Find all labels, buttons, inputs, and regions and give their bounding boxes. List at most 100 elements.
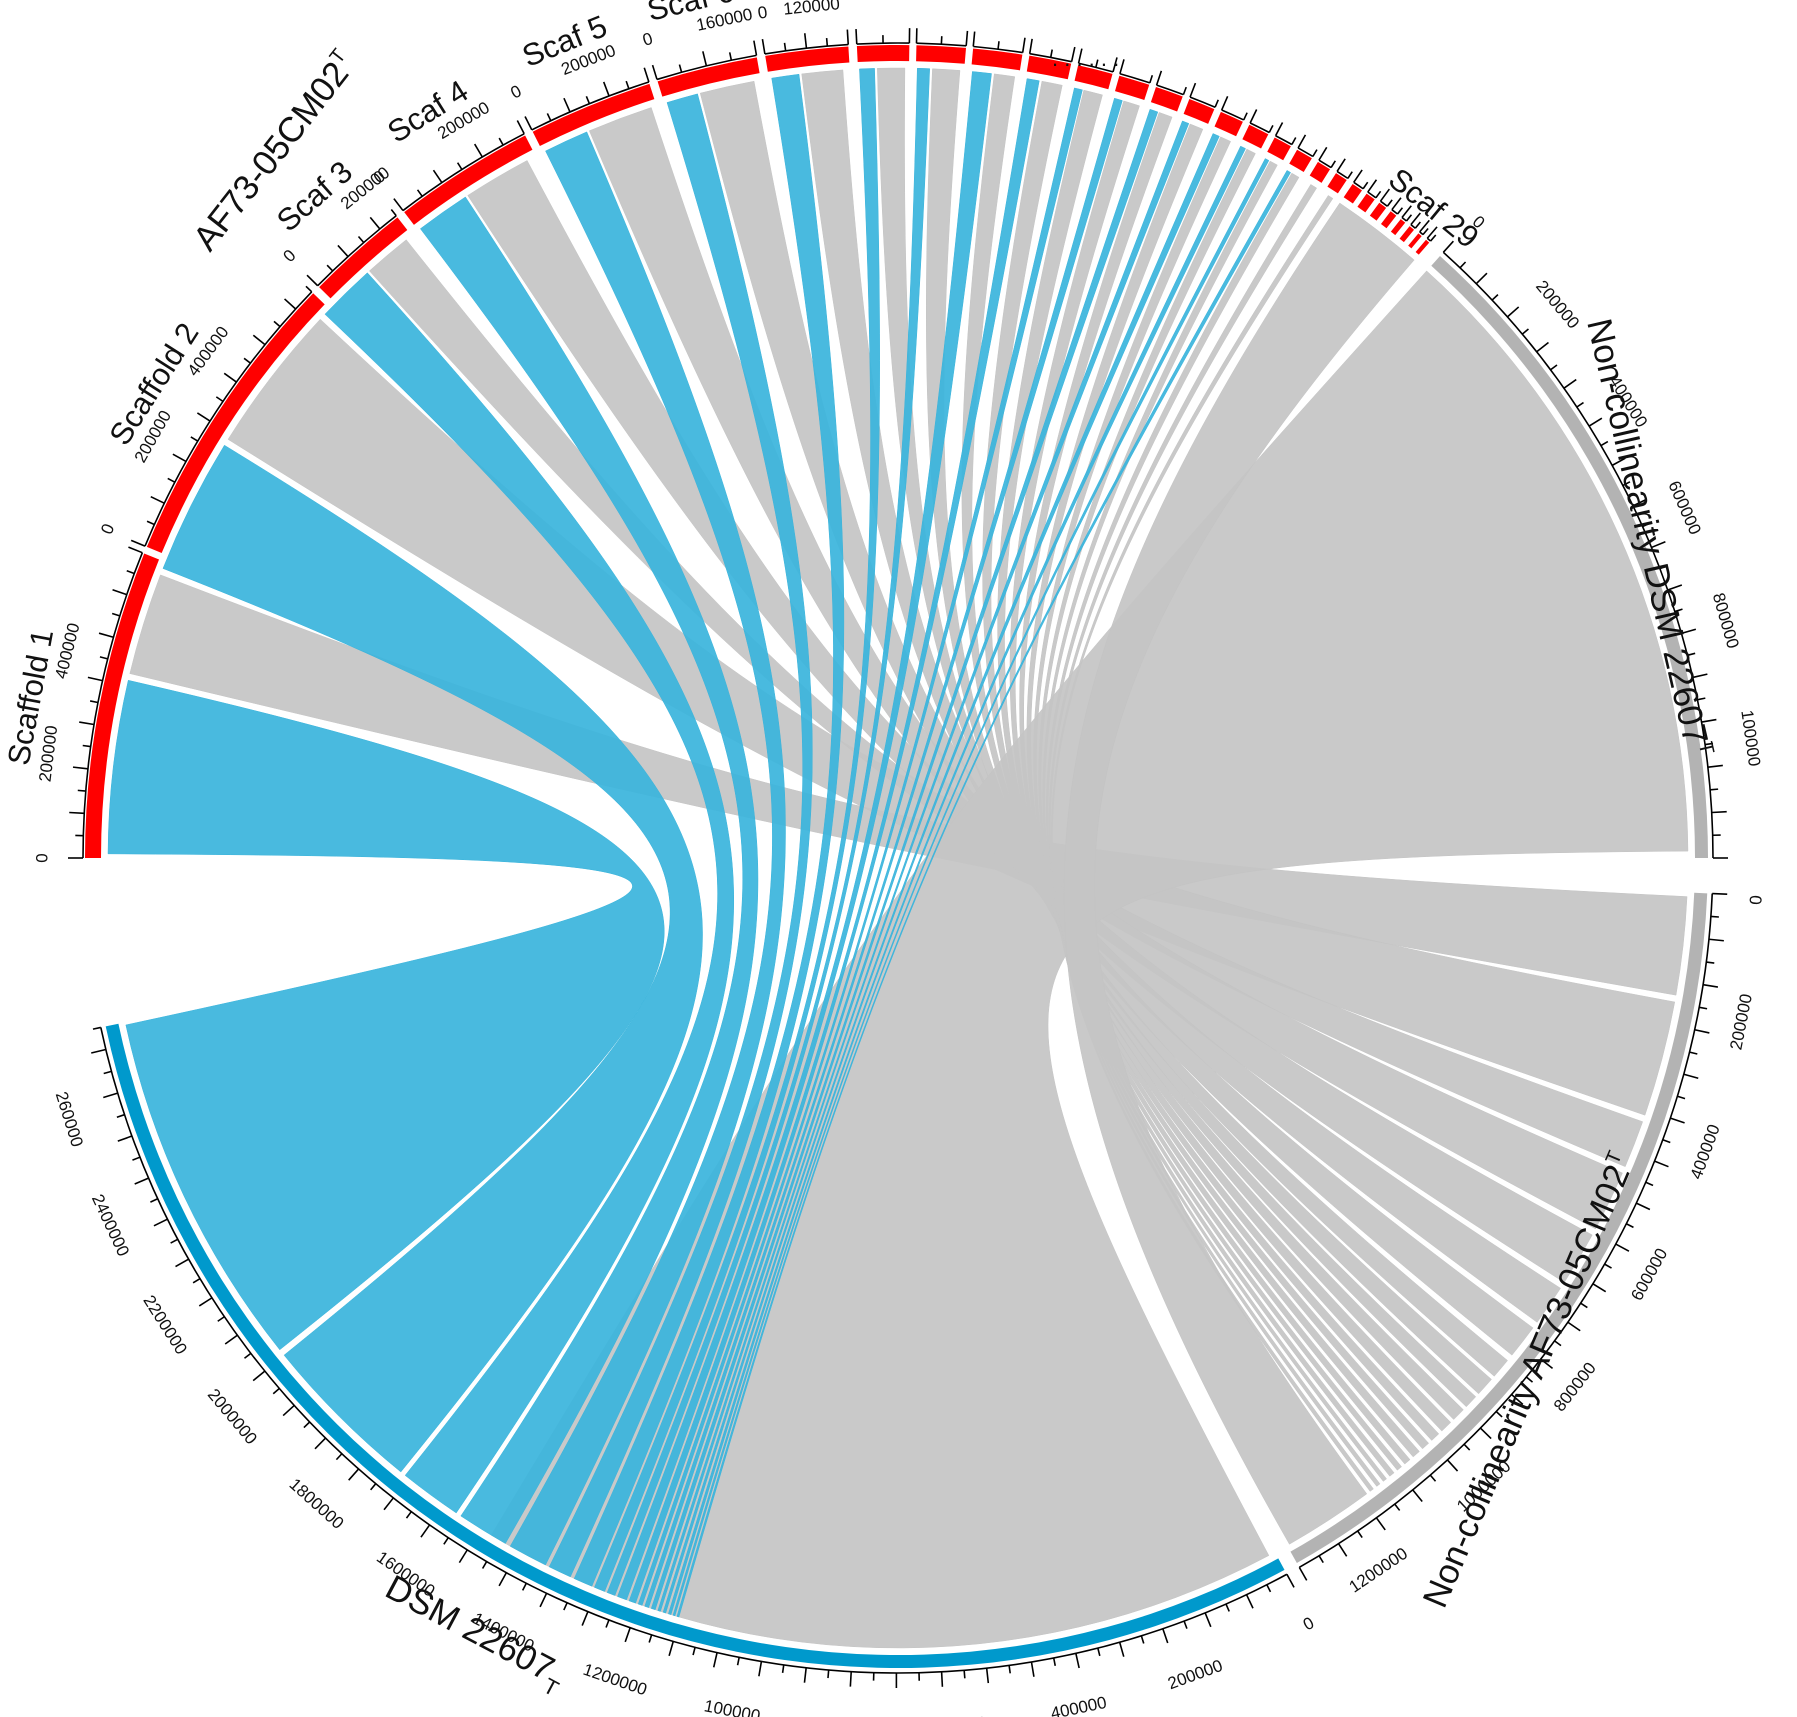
collinear-ribbon — [594, 68, 880, 1592]
tick-mark — [1642, 522, 1651, 528]
tick-mark — [1506, 306, 1520, 318]
tick-mark — [1708, 938, 1724, 942]
tick-mark — [985, 1668, 990, 1684]
tick-mark — [196, 412, 211, 422]
tick-mark — [516, 120, 525, 135]
tick-baseline — [1442, 251, 1714, 859]
tick-label: 0 — [97, 521, 118, 537]
tick-mark — [1446, 1459, 1459, 1472]
scaf23-arc — [1357, 193, 1375, 213]
tick-baseline — [82, 552, 144, 859]
tick-baseline — [1298, 893, 1714, 1569]
tick-mark — [1567, 1321, 1581, 1332]
scaf20-arc — [1309, 161, 1331, 183]
tick-mark — [605, 1619, 610, 1628]
tick-baseline — [531, 81, 650, 131]
tick-mark — [370, 1483, 377, 1491]
tick-label: 0 — [279, 246, 299, 266]
noncollinear-ribbon — [1063, 202, 1415, 1545]
noncollinear-ribbon — [1038, 148, 1402, 1471]
tick-mark — [348, 1468, 360, 1481]
tick-mark — [1337, 1543, 1348, 1557]
collinear-ribbon — [548, 93, 813, 1578]
tick-label: 1800000 — [286, 1475, 348, 1533]
tick-mark — [997, 41, 1000, 50]
tick-mark — [284, 298, 297, 310]
tick-mark — [498, 1572, 508, 1587]
noncollinear-ribbon — [926, 68, 1492, 1395]
scaf11-arc — [1026, 55, 1072, 80]
noncollinear-ribbon — [1019, 112, 1430, 1450]
tick-baseline — [973, 45, 1023, 54]
collinear-ribbon — [644, 97, 1123, 1608]
segment-arcs — [85, 44, 1708, 1669]
tick-mark — [1386, 199, 1393, 207]
tick-mark — [1625, 1223, 1634, 1229]
scaf28-arc — [1408, 233, 1422, 249]
tick-mark — [150, 495, 165, 504]
scaf29-label: Scaf 29 — [1382, 161, 1485, 255]
tick-baseline — [1156, 84, 1184, 96]
collinear-ribbon — [662, 133, 1220, 1614]
tick-label: 800000 — [1709, 591, 1743, 651]
tick-mark — [1525, 1376, 1534, 1383]
tick-baseline — [1275, 135, 1293, 146]
tick-mark — [940, 1671, 944, 1687]
tick-mark — [1183, 1620, 1188, 1629]
tick-mark — [1419, 219, 1430, 233]
tick-mark — [1550, 364, 1558, 371]
tick-mark — [1667, 584, 1683, 591]
scaf26-arc — [1390, 219, 1406, 236]
tick-mark — [420, 1524, 431, 1538]
tick-baseline — [764, 43, 849, 55]
collinear-ribbon — [676, 170, 1291, 1618]
tick-mark — [132, 1156, 141, 1161]
collinear-ribbon — [324, 272, 735, 1514]
tick-mark — [1318, 146, 1328, 161]
tick-mark — [170, 1238, 179, 1244]
tick-mark — [82, 744, 91, 748]
collinear-ribbon — [420, 196, 759, 1544]
tick-mark — [335, 1453, 343, 1461]
noncollinear-ribbon — [877, 67, 1508, 1377]
tick-mark — [1511, 1393, 1524, 1405]
tick-mark — [314, 1437, 327, 1450]
tick-baseline — [856, 42, 910, 45]
tick-mark — [1414, 221, 1422, 229]
collinear-ribbon — [606, 67, 930, 1596]
query-genome-label: AF73-05CM02T — [186, 45, 364, 258]
tick-mark — [965, 30, 969, 46]
tick-label: 260000 — [52, 1089, 87, 1149]
tick-mark — [1429, 1474, 1437, 1482]
tick-mark — [1697, 697, 1706, 701]
tick-mark — [1632, 498, 1647, 507]
tick-mark — [89, 700, 99, 704]
noncollinear-ribbon — [1033, 136, 1411, 1465]
tick-mark — [1681, 628, 1697, 635]
tick-mark — [1291, 137, 1297, 145]
tick-baseline — [916, 42, 967, 47]
tick-mark — [1677, 1095, 1686, 1100]
tick-mark — [761, 39, 766, 55]
tick-mark — [1391, 197, 1402, 211]
tick-mark — [405, 1511, 412, 1519]
axis-ticks — [68, 28, 1728, 1688]
tick-mark — [1119, 59, 1125, 75]
tick-mark — [1611, 457, 1626, 467]
tick-mark — [972, 31, 976, 47]
tick-mark — [79, 721, 95, 726]
scaf21-arc — [1327, 173, 1347, 194]
tick-mark — [369, 216, 381, 230]
tick-label: 2200000 — [139, 1292, 191, 1358]
tick-mark — [1286, 1573, 1295, 1588]
tick-baseline — [402, 133, 525, 212]
tick-mark — [625, 80, 630, 89]
tick-mark — [432, 169, 443, 184]
tick-mark — [546, 113, 552, 122]
noncollinear-ribbon — [1009, 100, 1440, 1441]
tick-baseline — [1297, 147, 1314, 158]
tick-baseline — [1367, 191, 1377, 199]
tick-mark — [77, 789, 86, 792]
tick-mark — [1155, 70, 1163, 86]
